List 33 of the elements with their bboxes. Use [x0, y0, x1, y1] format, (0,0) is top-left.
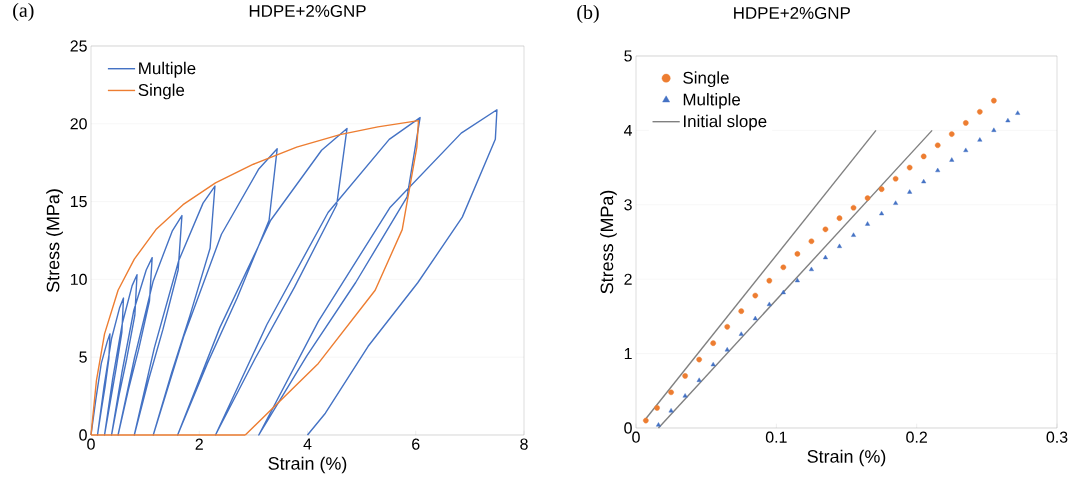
y-tick-label: 25: [70, 40, 87, 52]
y-tick-label: 10: [70, 273, 87, 286]
x-axis-title: Strain (%): [268, 456, 347, 474]
text: (b): [577, 4, 599, 24]
y-tick-label: 3: [624, 199, 632, 211]
x-tick-label: 0: [87, 438, 95, 450]
legend-label: Single: [683, 71, 729, 88]
y-tick-label: 1: [624, 348, 632, 360]
y-tick-label: 5: [624, 50, 632, 62]
x-tick-label: 4: [303, 438, 312, 450]
y-axis-title: Stress (MPa): [46, 189, 63, 292]
x-tick-label: 0.1: [765, 431, 787, 443]
y-tick-label: 15: [70, 196, 87, 208]
x-axis-title: Strain (%): [807, 449, 886, 467]
x-tick-label: 0.3: [1046, 431, 1068, 443]
y-tick-label: 0: [624, 422, 632, 434]
legend-label: Single: [138, 83, 185, 100]
y-tick-label: 5: [79, 351, 87, 363]
legend-label: Multiple: [683, 93, 741, 109]
text: (a): [13, 2, 34, 22]
y-tick-label: 20: [70, 118, 87, 130]
chart-title: HDPE+2%GNP: [734, 6, 850, 19]
y-tick-label: 2: [624, 273, 632, 285]
x-tick-label: 0: [632, 431, 640, 443]
x-tick-label: 2: [195, 438, 203, 450]
x-tick-label: 8: [520, 438, 528, 450]
legend-label: Initial slope: [683, 114, 767, 131]
legend-label: Multiple: [139, 61, 196, 78]
y-tick-label: 4: [623, 124, 633, 136]
x-tick-label: 0.2: [906, 431, 927, 443]
chart-title: HDPE+2%GNP: [249, 4, 366, 17]
x-tick-label: 6: [412, 438, 420, 450]
y-axis-title: Stress (MPa): [600, 190, 617, 294]
